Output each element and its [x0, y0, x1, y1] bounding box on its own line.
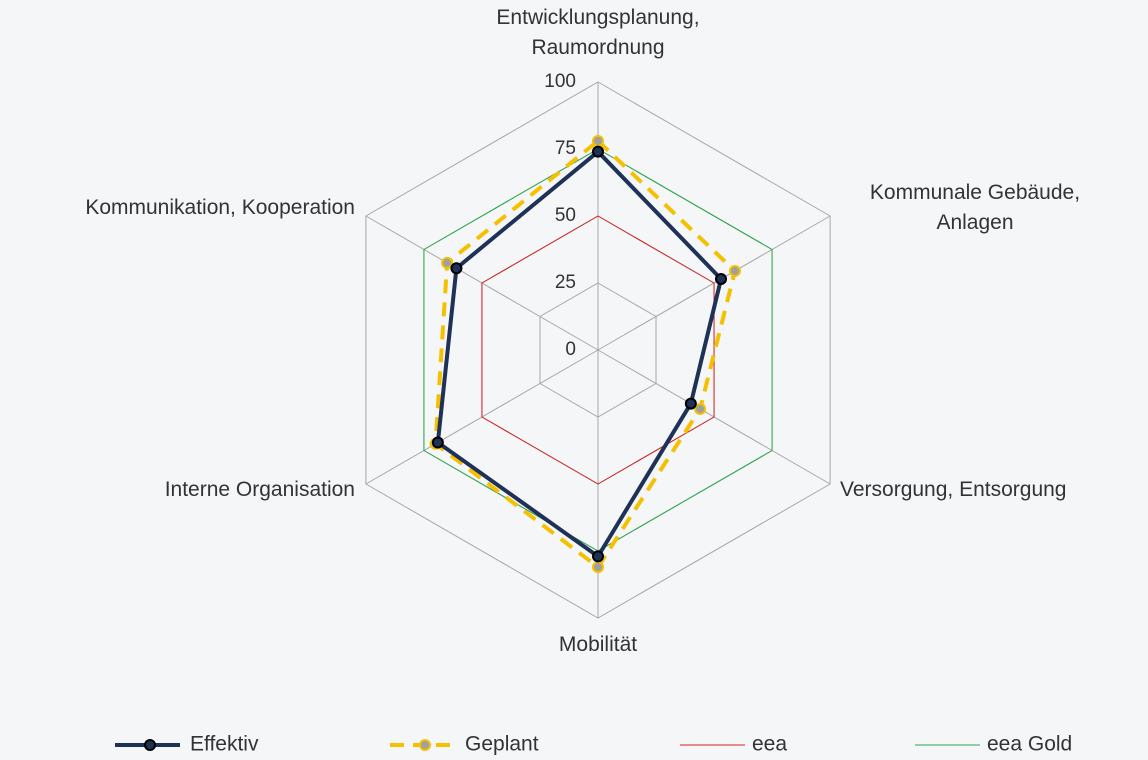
y-tick-label: 25 — [555, 272, 576, 293]
marker — [728, 264, 741, 277]
series-line — [481, 215, 715, 485]
category-label: Kommunale Gebäude, Anlagen — [869, 181, 1081, 234]
marker — [450, 262, 463, 275]
series-line — [433, 138, 737, 570]
y-tick-label: 100 — [544, 71, 576, 92]
marker — [441, 256, 454, 269]
legend-label: Effektiv — [190, 733, 259, 756]
legend-label: eea Gold — [987, 733, 1072, 756]
marker — [592, 550, 604, 563]
y-tick-label: 0 — [565, 339, 576, 360]
category-label: Entwicklungsplanung, Raumordnung — [496, 6, 700, 59]
marker — [431, 436, 444, 449]
y-tick-label: 50 — [555, 205, 576, 226]
category-label: Versorgung, Entsorgung — [840, 478, 1067, 501]
marker — [694, 402, 707, 415]
marker — [592, 561, 604, 574]
legend-label: Geplant — [465, 733, 539, 756]
series-line — [435, 149, 724, 559]
category-label: Mobilität — [558, 633, 638, 656]
y-tick-label: 75 — [555, 138, 576, 159]
legend-marker — [144, 739, 156, 751]
marker — [715, 272, 728, 285]
legend-marker — [419, 739, 431, 751]
marker — [592, 134, 604, 147]
category-label: Kommunikation, Kooperation — [85, 196, 355, 219]
legend-label: eea — [752, 733, 787, 756]
marker — [684, 397, 697, 410]
category-label: Interne Organisation — [164, 478, 355, 501]
marker — [592, 145, 604, 158]
